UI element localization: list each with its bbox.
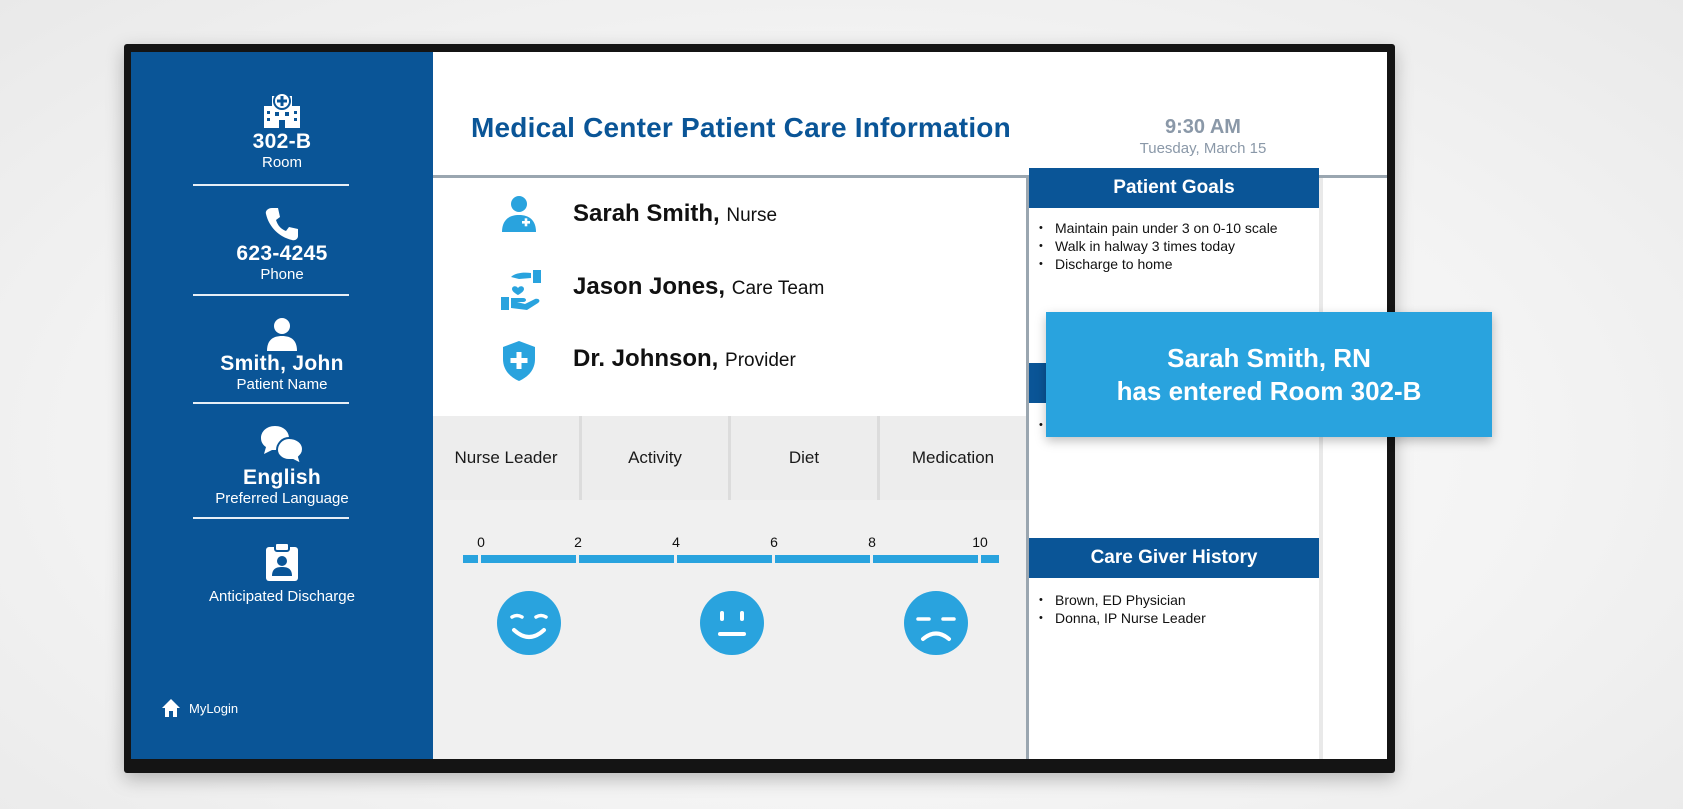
room-label: Room xyxy=(261,154,302,171)
user-icon xyxy=(267,318,297,351)
list-item: Maintain pain under 3 on 0-10 scale xyxy=(1037,219,1278,237)
phone-number: 623-4245 xyxy=(236,242,328,265)
member-name: Sarah Smith, xyxy=(573,200,720,227)
member-text: Jason Jones, Care Team xyxy=(573,273,824,301)
discharge-label: Anticipated Discharge xyxy=(209,588,355,605)
phone-icon xyxy=(265,208,298,241)
chat-bubbles-icon xyxy=(261,426,305,466)
list-item: Donna, IP Nurse Leader xyxy=(1037,609,1206,627)
scale-segment xyxy=(775,555,870,563)
scale-segment xyxy=(463,555,478,563)
member-role: Nurse xyxy=(726,205,778,226)
scale-segment xyxy=(677,555,772,563)
language-label: Preferred Language xyxy=(215,490,349,507)
tick-label: 8 xyxy=(868,534,876,550)
nurse-icon xyxy=(502,196,536,232)
column-divider xyxy=(1026,178,1029,759)
scale-segment xyxy=(873,555,978,563)
tick-label: 6 xyxy=(770,534,778,550)
screen-edge xyxy=(1319,178,1323,759)
header: Medical Center Patient Care Information … xyxy=(433,52,1387,178)
shield-cross-icon xyxy=(503,341,535,381)
divider xyxy=(193,402,349,404)
divider xyxy=(193,184,349,186)
sad-face-icon[interactable] xyxy=(903,590,969,656)
list-item: Discharge to home xyxy=(1037,255,1278,273)
mylogin-label: MyLogin xyxy=(189,700,239,716)
care-team-member: Jason Jones, Care Team xyxy=(433,261,1026,311)
clock-date: Tuesday, March 15 xyxy=(1139,140,1267,157)
patient-name-label: Patient Name xyxy=(236,376,328,393)
care-giver-history-list: Brown, ED Physician Donna, IP Nurse Lead… xyxy=(1037,591,1206,627)
pain-scale-ticks: 0 2 4 6 8 10 xyxy=(463,534,1003,554)
hospital-icon xyxy=(264,92,300,128)
entry-notification[interactable]: Sarah Smith, RN has entered Room 302-B xyxy=(1046,312,1492,437)
discharge-info: Anticipated Discharge xyxy=(131,542,433,606)
patient-goals-list: Maintain pain under 3 on 0-10 scale Walk… xyxy=(1037,219,1278,273)
care-team: Sarah Smith, Nurse Jason Jones, Care Tea… xyxy=(433,178,1026,416)
member-text: Dr. Johnson, Provider xyxy=(573,345,796,373)
care-team-member: Dr. Johnson, Provider xyxy=(433,333,1026,383)
phone-info: 623-4245 Phone xyxy=(131,206,433,284)
scale-segment xyxy=(981,555,999,563)
info-tabs: Nurse Leader Activity Diet Medication xyxy=(433,416,1026,500)
mylogin-link[interactable]: MyLogin xyxy=(161,698,238,718)
member-role: Care Team xyxy=(731,278,825,299)
clipboard-icon xyxy=(266,542,298,581)
member-text: Sarah Smith, Nurse xyxy=(573,200,777,228)
tick-label: 4 xyxy=(672,534,680,550)
tick-label: 0 xyxy=(477,534,485,550)
page-title: Medical Center Patient Care Information xyxy=(471,112,1011,143)
member-role: Provider xyxy=(725,350,796,371)
tab-activity[interactable]: Activity xyxy=(582,416,728,500)
neutral-face-icon[interactable] xyxy=(699,590,765,656)
language-value: English xyxy=(243,466,321,489)
tick-label: 10 xyxy=(972,534,988,550)
scale-segment xyxy=(481,555,576,563)
care-hands-icon xyxy=(501,270,541,310)
notification-line-1: Sarah Smith, RN xyxy=(1167,342,1371,373)
phone-label: Phone xyxy=(260,266,304,283)
language-info: English Preferred Language xyxy=(131,424,433,508)
pain-scale-bar[interactable] xyxy=(463,555,999,563)
divider xyxy=(193,294,349,296)
tick-label: 2 xyxy=(574,534,582,550)
tab-diet[interactable]: Diet xyxy=(731,416,877,500)
happy-face-icon[interactable] xyxy=(496,590,562,656)
room-info: 302-B Room xyxy=(131,90,433,172)
clock-time: 9:30 AM xyxy=(1165,116,1241,138)
scale-segment xyxy=(579,555,674,563)
notification-line-2: has entered Room 302-B xyxy=(1116,375,1422,406)
patient-info: Smith, John Patient Name xyxy=(131,316,433,394)
patient-name: Smith, John xyxy=(220,352,344,375)
tab-nurse-leader[interactable]: Nurse Leader xyxy=(433,416,579,500)
list-item: Walk in halway 3 times today xyxy=(1037,237,1278,255)
tab-medication[interactable]: Medication xyxy=(880,416,1026,500)
member-name: Dr. Johnson, xyxy=(573,345,719,372)
sidebar: 302-B Room 623-4245 Phone Smith, John Pa… xyxy=(131,52,433,759)
divider xyxy=(193,517,349,519)
home-icon xyxy=(162,699,180,717)
room-number: 302-B xyxy=(252,130,312,153)
patient-goals-header: Patient Goals xyxy=(1029,168,1319,208)
pain-scale: 0 2 4 6 8 10 xyxy=(433,500,1026,759)
member-name: Jason Jones, xyxy=(573,273,726,300)
care-giver-history-header: Care Giver History xyxy=(1029,538,1319,578)
care-team-member: Sarah Smith, Nurse xyxy=(433,188,1026,238)
list-item: Brown, ED Physician xyxy=(1037,591,1206,609)
